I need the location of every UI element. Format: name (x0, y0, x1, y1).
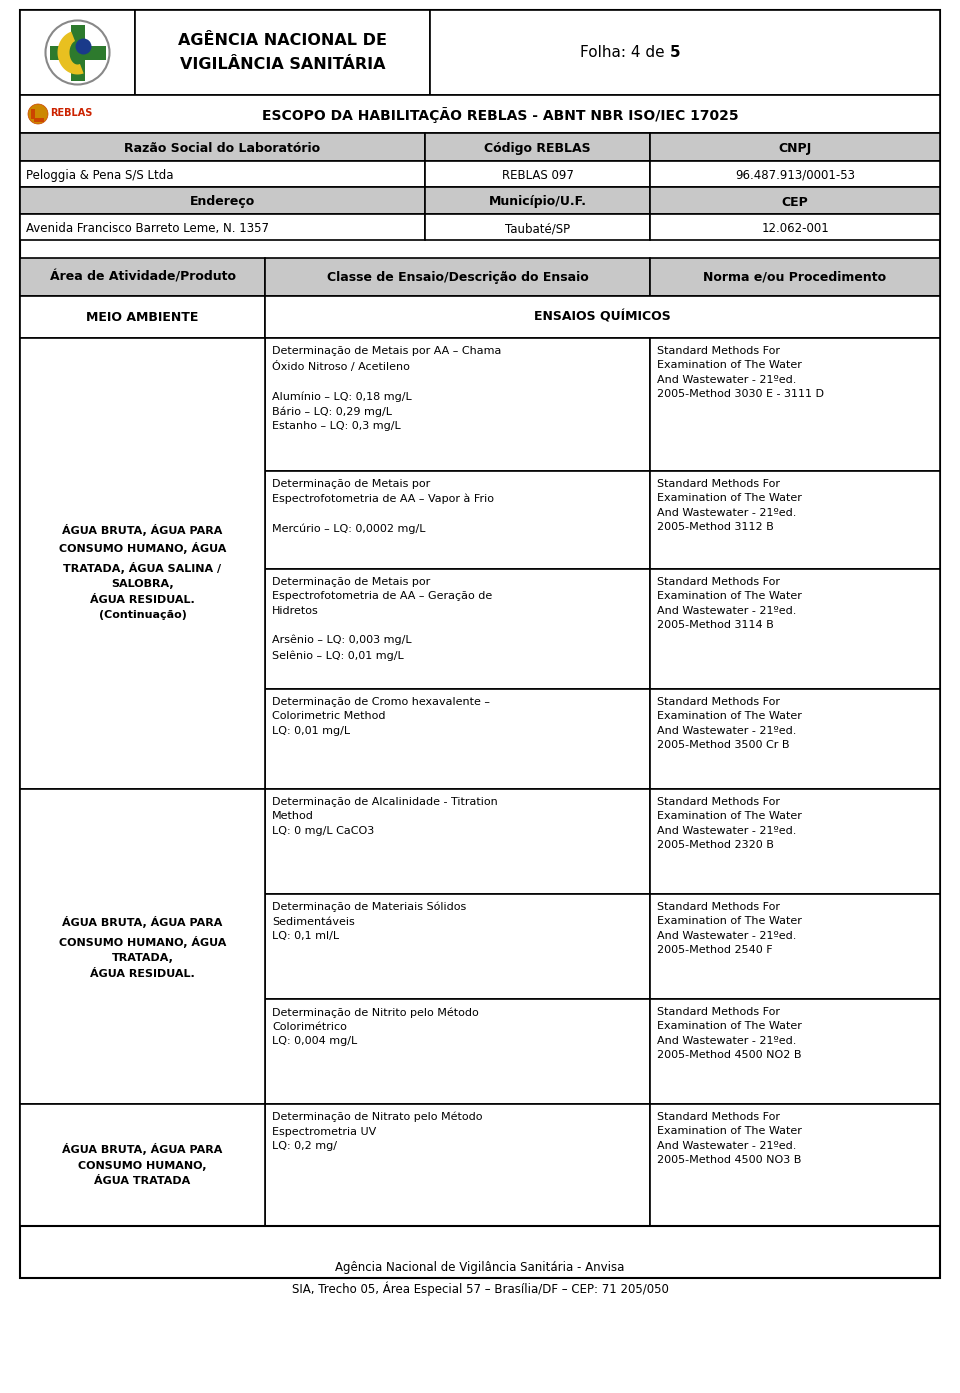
Text: ESCOPO DA HABILITAÇÃO REBLAS - ABNT NBR ISO/IEC 17025: ESCOPO DA HABILITAÇÃO REBLAS - ABNT NBR … (262, 107, 738, 123)
Text: ÁGUA BRUTA, ÁGUA PARA
CONSUMO HUMANO, ÁGUA
TRATADA, ÁGUA SALINA /
SALOBRA,
ÁGUA : ÁGUA BRUTA, ÁGUA PARA CONSUMO HUMANO, ÁG… (59, 524, 227, 620)
Bar (650, 690, 940, 788)
Bar (650, 894, 940, 999)
Text: Avenida Francisco Barreto Leme, N. 1357: Avenida Francisco Barreto Leme, N. 1357 (26, 221, 269, 235)
Bar (70, 25, 84, 81)
Text: Peloggia & Pena S/S Ltda: Peloggia & Pena S/S Ltda (26, 169, 174, 182)
Bar (265, 471, 650, 568)
Bar (265, 258, 650, 295)
Bar (265, 788, 650, 894)
Bar (650, 162, 940, 187)
Text: Razão Social do Laboratório: Razão Social do Laboratório (125, 142, 321, 155)
Circle shape (45, 21, 109, 85)
Bar (265, 690, 650, 788)
Text: Área de Atividade/Produto: Área de Atividade/Produto (50, 272, 235, 284)
Bar (650, 132, 940, 162)
Text: Folha: 4 de: Folha: 4 de (581, 45, 670, 60)
Bar (265, 295, 940, 338)
Text: Classe de Ensaio/Descrição do Ensaio: Classe de Ensaio/Descrição do Ensaio (326, 272, 588, 284)
Bar (20, 187, 424, 215)
Text: ENSAIOS QUÍMICOS: ENSAIOS QUÍMICOS (534, 311, 671, 325)
Bar (265, 568, 650, 690)
Text: MEIO AMBIENTE: MEIO AMBIENTE (86, 311, 199, 325)
Bar (430, 10, 940, 95)
Text: Determinação de Metais por
Espectrofotometria de AA – Geração de
Hidretos

Arsên: Determinação de Metais por Espectrofotom… (272, 577, 492, 660)
Bar (650, 187, 940, 215)
Bar (265, 894, 650, 999)
Bar (265, 1105, 650, 1226)
Text: SIA, Trecho 05, Área Especial 57 – Brasília/DF – CEP: 71 205/050: SIA, Trecho 05, Área Especial 57 – Brasí… (292, 1282, 668, 1295)
Text: Standard Methods For
Examination of The Water
And Wastewater - 21ºed.
2005-Metho: Standard Methods For Examination of The … (657, 479, 802, 532)
Text: Determinação de Nitrato pelo Método
Espectrometria UV
LQ: 0,2 mg/: Determinação de Nitrato pelo Método Espe… (272, 1112, 483, 1151)
Text: Determinação de Materiais Sólidos
Sedimentáveis
LQ: 0,1 ml/L: Determinação de Materiais Sólidos Sedime… (272, 903, 467, 942)
Text: 12.062-001: 12.062-001 (761, 221, 829, 235)
Bar (650, 215, 940, 240)
Bar (650, 788, 940, 894)
Bar (34, 118, 44, 123)
Text: Standard Methods For
Examination of The Water
And Wastewater - 21ºed.
2005-Metho: Standard Methods For Examination of The … (657, 797, 802, 850)
Bar (50, 46, 106, 60)
Text: Standard Methods For
Examination of The Water
And Wastewater - 21ºed.
2005-Metho: Standard Methods For Examination of The … (657, 1007, 802, 1060)
Bar (20, 295, 265, 338)
Bar (650, 338, 940, 471)
Text: Determinação de Nitrito pelo Método
Colorimétrico
LQ: 0,004 mg/L: Determinação de Nitrito pelo Método Colo… (272, 1007, 479, 1046)
Text: AGÊNCIA NACIONAL DE: AGÊNCIA NACIONAL DE (178, 33, 387, 47)
Bar (20, 1105, 265, 1226)
Bar (20, 215, 424, 240)
Text: Determinação de Alcalinidade - Titration
Method
LQ: 0 mg/L CaCO3: Determinação de Alcalinidade - Titration… (272, 797, 497, 836)
Bar (20, 132, 424, 162)
Text: CNPJ: CNPJ (779, 142, 812, 155)
Polygon shape (58, 32, 84, 74)
Bar (650, 471, 940, 568)
Text: Standard Methods For
Examination of The Water
And Wastewater - 21ºed.
2005-Metho: Standard Methods For Examination of The … (657, 1112, 802, 1165)
Text: Norma e/ou Procedimento: Norma e/ou Procedimento (704, 272, 887, 284)
Text: REBLAS: REBLAS (50, 109, 92, 118)
Bar (265, 338, 650, 471)
Text: Standard Methods For
Examination of The Water
And Wastewater - 21ºed.
2005-Metho: Standard Methods For Examination of The … (657, 345, 824, 400)
Text: Determinação de Metais por
Espectrofotometria de AA – Vapor à Frio

Mercúrio – L: Determinação de Metais por Espectrofotom… (272, 479, 494, 534)
Text: VIGILÂNCIA SANITÁRIA: VIGILÂNCIA SANITÁRIA (180, 57, 385, 72)
Text: Standard Methods For
Examination of The Water
And Wastewater - 21ºed.
2005-Metho: Standard Methods For Examination of The … (657, 577, 802, 630)
Bar (424, 187, 650, 215)
Bar (20, 338, 265, 788)
Text: Determinação de Cromo hexavalente –
Colorimetric Method
LQ: 0,01 mg/L: Determinação de Cromo hexavalente – Colo… (272, 696, 490, 736)
Bar (20, 162, 424, 187)
Bar (424, 132, 650, 162)
Bar (20, 95, 940, 132)
Text: Standard Methods For
Examination of The Water
And Wastewater - 21ºed.
2005-Metho: Standard Methods For Examination of The … (657, 696, 802, 751)
Bar (31, 109, 35, 118)
Text: ÁGUA BRUTA, ÁGUA PARA
CONSUMO HUMANO,
ÁGUA TRATADA: ÁGUA BRUTA, ÁGUA PARA CONSUMO HUMANO, ÁG… (62, 1144, 223, 1187)
Circle shape (28, 104, 48, 124)
Text: 96.487.913/0001-53: 96.487.913/0001-53 (735, 169, 855, 182)
Text: Endereço: Endereço (190, 195, 255, 209)
Text: Determinação de Metais por AA – Chama
Óxido Nitroso / Acetileno

Alumínio – LQ: : Determinação de Metais por AA – Chama Óx… (272, 345, 501, 430)
Text: Código REBLAS: Código REBLAS (484, 142, 590, 155)
Text: REBLAS 097: REBLAS 097 (501, 169, 573, 182)
Bar (650, 568, 940, 690)
Bar (424, 162, 650, 187)
Text: Município/U.F.: Município/U.F. (489, 195, 587, 209)
Bar (135, 10, 430, 95)
Text: Agência Nacional de Vigilância Sanitária - Anvisa: Agência Nacional de Vigilância Sanitária… (335, 1261, 625, 1275)
Bar (424, 215, 650, 240)
Bar (650, 258, 940, 295)
Bar (650, 1105, 940, 1226)
Text: Standard Methods For
Examination of The Water
And Wastewater - 21ºed.
2005-Metho: Standard Methods For Examination of The … (657, 903, 802, 956)
Bar (20, 258, 265, 295)
Text: Taubaté/SP: Taubaté/SP (505, 221, 570, 235)
Bar (265, 999, 650, 1105)
Text: 5: 5 (670, 45, 681, 60)
Text: ÁGUA BRUTA, ÁGUA PARA
CONSUMO HUMANO, ÁGUA
TRATADA,
ÁGUA RESIDUAL.: ÁGUA BRUTA, ÁGUA PARA CONSUMO HUMANO, ÁG… (59, 917, 227, 979)
Bar (20, 788, 265, 1105)
Text: CEP: CEP (781, 195, 808, 209)
Circle shape (76, 39, 91, 54)
Bar (650, 999, 940, 1105)
Bar (20, 10, 135, 95)
